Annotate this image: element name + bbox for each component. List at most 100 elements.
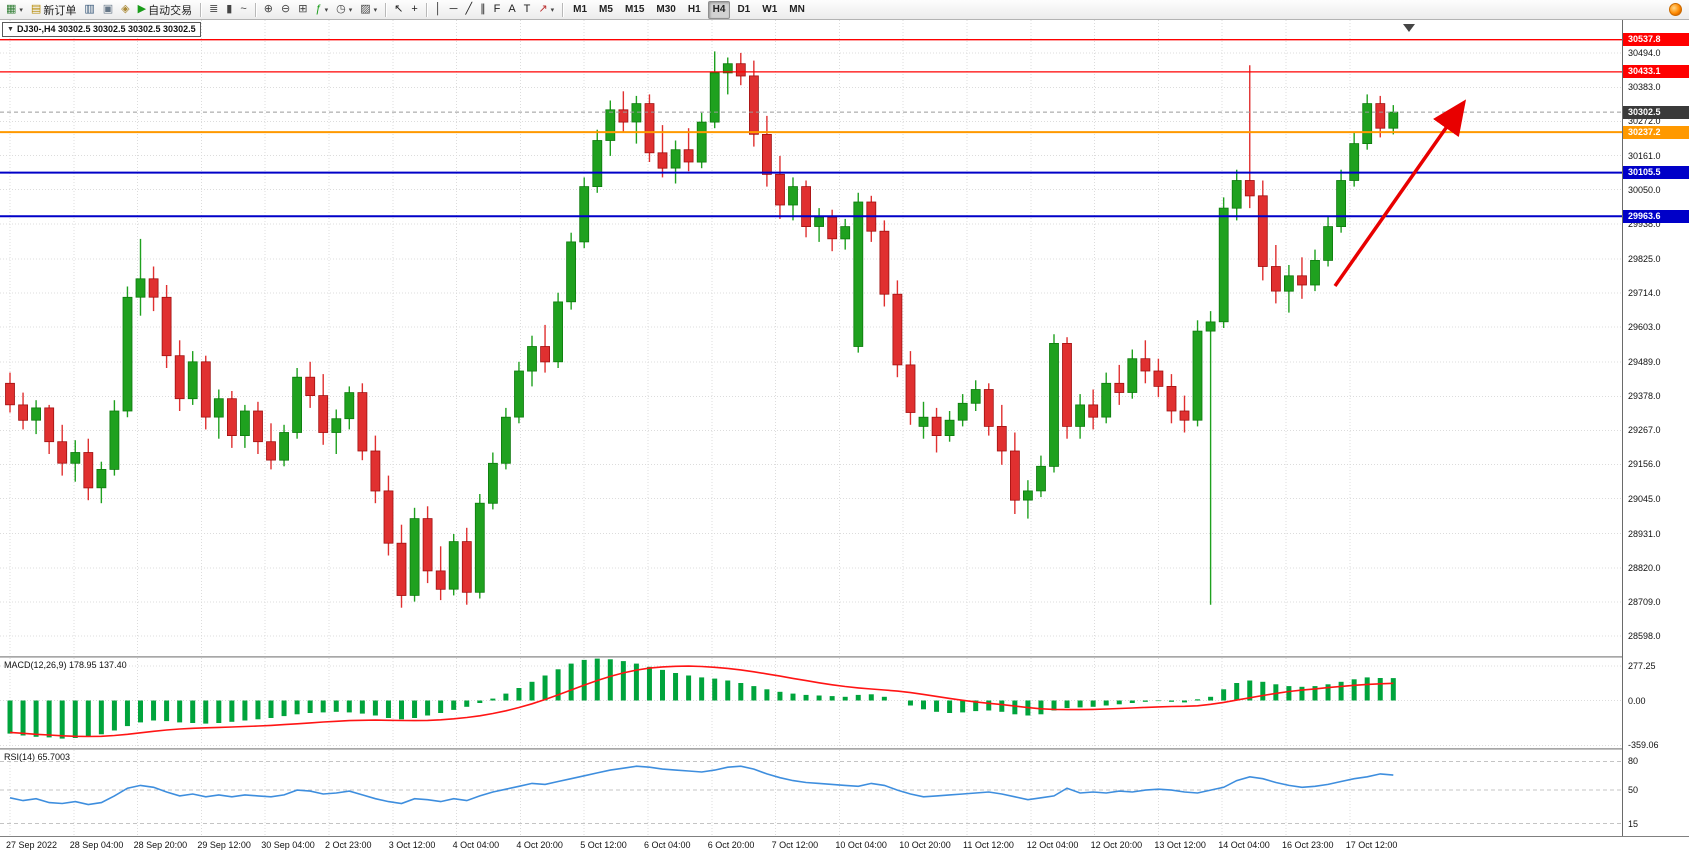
candle-body bbox=[853, 201, 864, 347]
candle-body bbox=[801, 186, 811, 228]
bar-chart-button[interactable]: ≣ bbox=[205, 0, 222, 19]
time-axis[interactable]: 27 Sep 2022 28 Sep 04:00 28 Sep 20:00 29 Se… bbox=[0, 836, 1689, 854]
price-axis-label: 29714.0 bbox=[1628, 287, 1661, 298]
rsi-indicator-panel[interactable] bbox=[0, 750, 1622, 836]
macd-canvas[interactable] bbox=[0, 658, 1622, 748]
crosshair-button[interactable]: + bbox=[407, 0, 421, 19]
horizontal-line-button[interactable]: ─ bbox=[446, 0, 462, 19]
trend-arrow[interactable] bbox=[1333, 99, 1467, 288]
cursor-button[interactable]: ↖ bbox=[390, 0, 407, 19]
new-chart-caret-icon[interactable]: ▾ bbox=[19, 6, 23, 14]
data-window-button[interactable]: ▣ bbox=[99, 0, 117, 19]
timeframe-button-m5[interactable]: M5 bbox=[599, 4, 613, 15]
candle-body bbox=[1192, 330, 1203, 421]
timeframe-button-w1[interactable]: W1 bbox=[762, 4, 778, 15]
candle-body bbox=[1075, 404, 1085, 427]
timeframe-button-d1[interactable]: D1 bbox=[737, 4, 751, 15]
candle-body bbox=[1375, 103, 1386, 129]
price-axis-label: 29378.0 bbox=[1628, 391, 1661, 402]
arrows-button[interactable]: ↗ ▾ bbox=[534, 0, 558, 19]
candle-body bbox=[31, 407, 42, 421]
arrows-caret-icon[interactable]: ▾ bbox=[550, 6, 555, 14]
timeframe-button-h1[interactable]: H1 bbox=[687, 4, 701, 15]
line-chart-button[interactable]: ~ bbox=[236, 0, 250, 19]
symbol-dropdown-icon[interactable]: ▼ bbox=[7, 26, 14, 33]
periods-button[interactable]: ◷ ▾ bbox=[332, 0, 356, 19]
horizontal-price-lines[interactable] bbox=[0, 39, 1622, 218]
time-axis-label: 4 Oct 20:00 bbox=[516, 840, 563, 850]
price-chart-canvas[interactable] bbox=[0, 20, 1622, 656]
hline-price-tag: 30537.8 bbox=[1623, 33, 1689, 47]
candle-body bbox=[383, 490, 394, 544]
tile-windows-button[interactable]: ⊞ bbox=[294, 0, 311, 19]
candle-body bbox=[1297, 275, 1307, 286]
candle-body bbox=[775, 173, 785, 206]
hline-price-tag: 30105.5 bbox=[1623, 166, 1689, 180]
templates-button[interactable]: ▨ ▾ bbox=[356, 0, 381, 19]
candle-body bbox=[631, 103, 642, 123]
zoom-in-button[interactable]: ⊕ bbox=[260, 0, 277, 19]
navigator-button[interactable]: ◈ bbox=[117, 0, 133, 19]
hline-price-tag: 29963.6 bbox=[1623, 209, 1689, 223]
main-chart-panel[interactable]: ▼ DJ30-,H4 30302.5 30302.5 30302.5 30302… bbox=[0, 20, 1622, 656]
panel-separator[interactable] bbox=[0, 748, 1689, 750]
time-axis-label: 13 Oct 12:00 bbox=[1154, 840, 1206, 850]
timeframe-button-mn[interactable]: MN bbox=[789, 4, 805, 15]
timeframe-button-m15[interactable]: M15 bbox=[624, 4, 645, 15]
candle-body bbox=[514, 370, 524, 418]
time-axis-label: 5 Oct 12:00 bbox=[580, 840, 627, 850]
candle-body bbox=[735, 63, 746, 77]
candle-body bbox=[1114, 382, 1125, 393]
time-axis-label: 14 Oct 04:00 bbox=[1218, 840, 1270, 850]
vertical-line-button[interactable]: │ bbox=[431, 0, 446, 19]
time-axis-label: 6 Oct 04:00 bbox=[644, 840, 691, 850]
chart-shift-marker[interactable] bbox=[1403, 24, 1415, 32]
panel-separator[interactable] bbox=[0, 656, 1689, 658]
price-axis-label: 80 bbox=[1628, 756, 1639, 767]
new-chart-button[interactable]: ▦ ▾ bbox=[2, 0, 27, 19]
price-axis-label: 29156.0 bbox=[1628, 459, 1661, 470]
mql5-sphere-icon[interactable] bbox=[1669, 3, 1682, 16]
periods-caret-icon[interactable]: ▾ bbox=[348, 6, 353, 14]
timeframe-button-m30[interactable]: M30 bbox=[656, 4, 676, 15]
market-watch-button[interactable]: ▥ bbox=[80, 0, 98, 19]
candle-body bbox=[344, 392, 355, 420]
templates-caret-icon[interactable]: ▾ bbox=[373, 6, 378, 14]
rsi-canvas[interactable] bbox=[0, 750, 1622, 836]
arrows-icon: ↗ bbox=[538, 3, 548, 15]
fibonacci-button[interactable]: F bbox=[490, 0, 505, 19]
new-order-button[interactable]: ▤ 新订单 bbox=[27, 0, 80, 19]
candle-body bbox=[827, 216, 838, 240]
indicators-caret-icon[interactable]: ▾ bbox=[324, 6, 329, 14]
price-axis-label: 29489.0 bbox=[1628, 357, 1661, 368]
price-axis[interactable]: 30494.0 30383.0 30272.0 30161.0 30050.0 29938… bbox=[1622, 20, 1689, 836]
hline-price-tag: 30237.2 bbox=[1623, 125, 1689, 139]
candle-body bbox=[200, 361, 211, 418]
candle-body bbox=[749, 75, 759, 135]
candle-body bbox=[722, 63, 733, 74]
text-label-button[interactable]: T bbox=[520, 0, 535, 19]
trendline-button[interactable]: ╱ bbox=[461, 0, 476, 19]
candle-body bbox=[709, 72, 720, 123]
candle-body bbox=[814, 216, 824, 227]
candlestick-chart-button[interactable]: ▮ bbox=[222, 0, 236, 19]
current-price-tag: 30302.5 bbox=[1623, 105, 1689, 119]
autotrading-button[interactable]: ▶ 自动交易 bbox=[134, 0, 196, 19]
candle-body bbox=[1257, 195, 1268, 267]
candle-body bbox=[566, 241, 576, 303]
candle-body bbox=[279, 432, 290, 461]
time-axis-label: 6 Oct 20:00 bbox=[707, 840, 755, 850]
candle-body bbox=[161, 296, 172, 357]
candle-body bbox=[44, 407, 55, 443]
candlestick-chart-icon: ▮ bbox=[226, 3, 233, 15]
timeframe-button-h4[interactable]: H4 bbox=[707, 0, 731, 19]
text-button[interactable]: A bbox=[504, 0, 519, 19]
fibonacci-icon: F bbox=[493, 3, 501, 15]
timeframe-button-m1[interactable]: M1 bbox=[573, 4, 588, 15]
toolbar-separator bbox=[200, 2, 202, 17]
zoom-out-button[interactable]: ⊖ bbox=[277, 0, 294, 19]
equidistant-channel-button[interactable]: ∥ bbox=[476, 0, 490, 19]
macd-indicator-panel[interactable] bbox=[0, 658, 1622, 748]
indicators-button[interactable]: ƒ ▾ bbox=[311, 0, 332, 19]
time-axis-label: 12 Oct 20:00 bbox=[1090, 840, 1143, 850]
